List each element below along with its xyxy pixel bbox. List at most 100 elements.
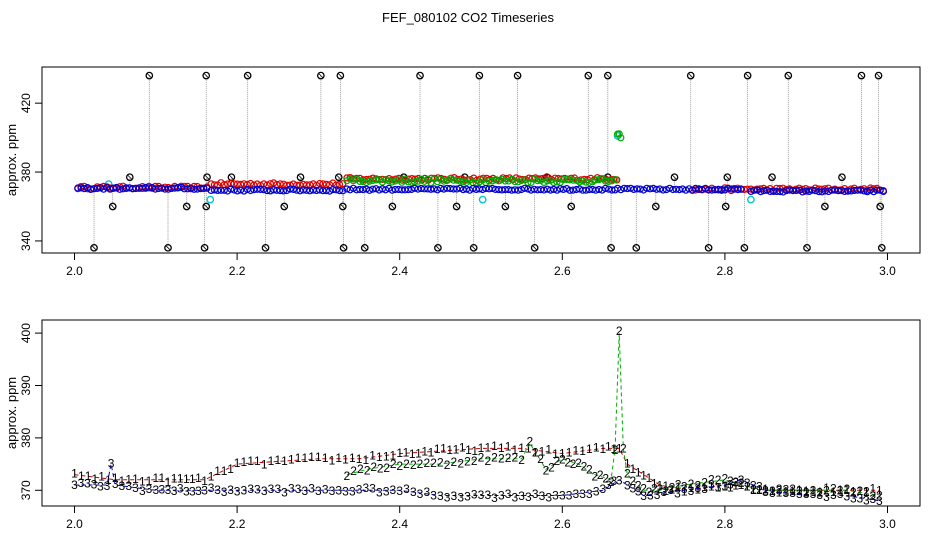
outlier-point-cross [839, 174, 845, 180]
co2-point [276, 180, 284, 188]
series-marker: 3 [221, 485, 228, 499]
outlier-point-cross [723, 204, 728, 209]
outlier-point-cross [204, 174, 210, 180]
series-marker: 1 [302, 451, 309, 465]
series-marker: 3 [738, 473, 745, 487]
series-marker: 1 [274, 453, 281, 467]
series-marker: 1 [383, 450, 390, 464]
co2-point [737, 185, 745, 193]
series-marker: 3 [512, 491, 519, 505]
co2-point [332, 186, 340, 194]
outlier-point [513, 71, 522, 80]
x-tick-label: 2.4 [391, 264, 408, 278]
outlier-point [475, 71, 484, 80]
series-marker: 2 [491, 451, 498, 465]
series-marker: 1 [484, 440, 491, 454]
x-tick-label: 2.8 [717, 517, 734, 531]
series-marker: 3 [183, 485, 190, 499]
series-marker: 2 [597, 468, 604, 482]
outlier-point [202, 202, 211, 211]
series-marker: 3 [268, 482, 275, 496]
co2-point [501, 177, 509, 185]
series-marker: 2 [856, 484, 863, 498]
co2-point [299, 186, 307, 194]
outlier-point-cross [769, 174, 775, 180]
series-marker: 3 [396, 484, 403, 498]
series-marker: 1 [281, 454, 288, 468]
x-tick-label: 2.0 [66, 517, 83, 531]
outlier-point [530, 243, 539, 252]
co2-point [214, 186, 222, 194]
series-marker: 3 [694, 481, 701, 495]
outlier-point-cross [362, 245, 368, 251]
series-marker: 1 [579, 444, 586, 458]
co2-point [456, 184, 464, 192]
co2-point [514, 186, 522, 194]
co2-point [721, 186, 729, 194]
series-marker: 1 [539, 444, 546, 458]
co2-point [665, 184, 674, 192]
series-marker: 2 [518, 453, 525, 467]
x-tick-label: 3.0 [879, 517, 896, 531]
co2-point [617, 134, 625, 142]
series-marker: 1 [221, 464, 228, 478]
series-marker: 1 [783, 485, 790, 499]
co2-point [879, 187, 888, 196]
outlier-point-cross [147, 73, 152, 78]
co2-point [326, 187, 334, 195]
outlier-point-cross [608, 245, 614, 251]
co2-point [605, 177, 613, 185]
series-marker: 3 [566, 488, 573, 502]
co2-point [109, 184, 117, 192]
x-tick-label: 3.0 [879, 264, 896, 278]
series-marker: 2 [708, 473, 715, 487]
co2-point [747, 187, 755, 195]
series-marker: 3 [843, 489, 850, 503]
co2-point [260, 186, 268, 194]
series-marker: 3 [624, 478, 631, 492]
series-marker: 2 [403, 457, 410, 471]
series-marker: 1 [727, 480, 734, 494]
outlier-point [203, 173, 211, 182]
outlier-point [501, 202, 510, 211]
outlier-point [651, 202, 660, 211]
series-marker: 3 [261, 484, 268, 498]
series-marker: 3 [498, 489, 505, 503]
series-marker: 1 [241, 455, 248, 469]
outlier-point [434, 243, 442, 252]
series-marker: 1 [78, 469, 85, 483]
series-marker: 1 [803, 484, 810, 498]
series-marker: 2 [635, 479, 642, 493]
series-marker: 1 [342, 453, 349, 467]
co2-point [220, 186, 228, 194]
co2-point [734, 186, 742, 194]
series-marker: 3 [830, 488, 837, 502]
co2-point [303, 186, 311, 194]
outlier-point [145, 71, 154, 80]
series-marker: 2 [396, 459, 403, 473]
x-tick-label: 2.8 [717, 264, 734, 278]
lower-plot-frame [41, 319, 921, 507]
series-marker: 3 [322, 482, 329, 496]
co2-point [119, 185, 127, 193]
series-marker: 3 [430, 488, 437, 502]
series-marker: 2 [417, 457, 424, 471]
series-marker: 1 [796, 483, 803, 497]
series-marker: 1 [624, 457, 631, 471]
outlier-point-cross [688, 73, 694, 78]
series-marker: 1 [545, 443, 552, 457]
series-marker: 1 [629, 462, 636, 476]
co2-point [514, 178, 522, 186]
co2-point [824, 187, 833, 196]
co2-point [649, 184, 657, 192]
outlier-point [261, 243, 270, 252]
series-marker: 1 [288, 453, 295, 467]
co2-point [316, 186, 324, 194]
series-marker: 2 [505, 451, 512, 465]
series-marker: 2 [796, 484, 803, 498]
outlier-point-cross [298, 174, 303, 180]
series-marker: 1 [234, 456, 241, 470]
series-marker: 1 [640, 469, 647, 483]
co2-point [873, 186, 881, 194]
y-tick-label: 340 [19, 231, 33, 251]
